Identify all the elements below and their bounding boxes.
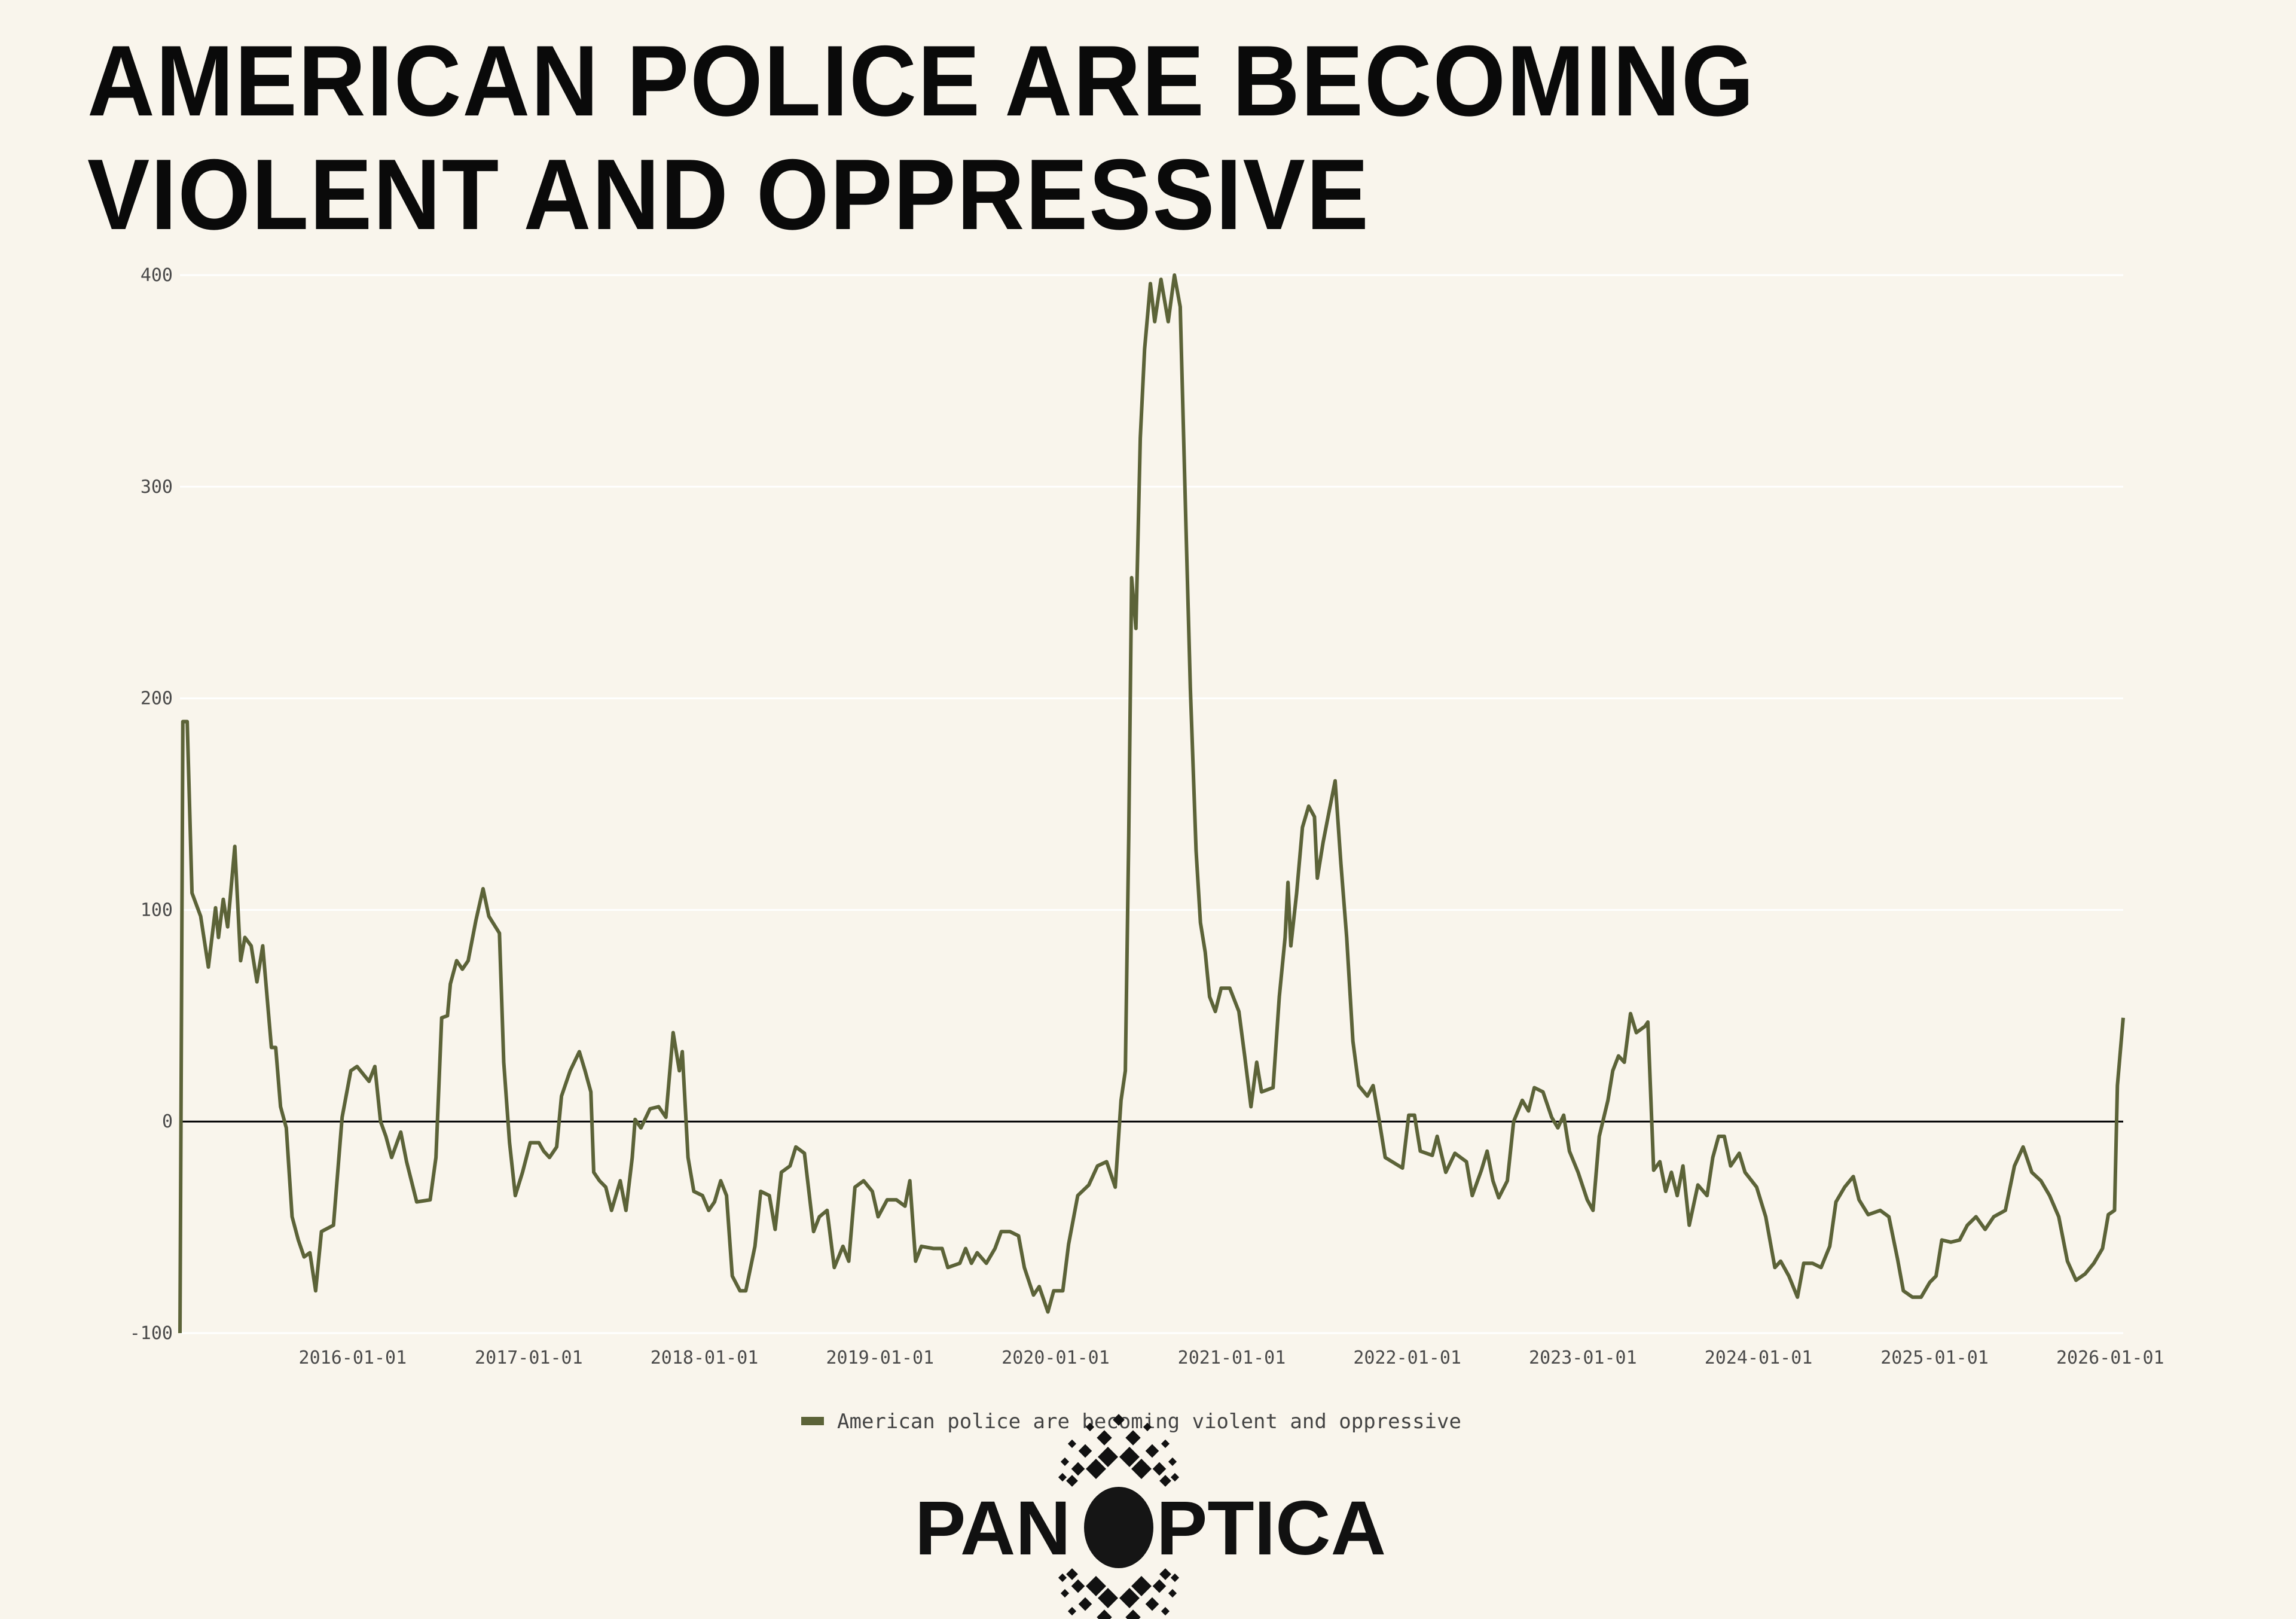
logo-diamond [1071,1462,1085,1476]
logo-diamond [1097,1609,1112,1619]
logo-diamond [1159,1475,1171,1487]
legend[interactable]: American police are becoming violent and… [801,1410,1461,1434]
logo-diamond [1170,1573,1180,1583]
logo-diamond [1161,1606,1170,1616]
y-axis-ticks: 400 300 200 100 0 -100 [130,265,173,1344]
x-axis-ticks: 2016-01-01 2017-01-01 2018-01-01 2019-01-01… [299,1347,2164,1368]
x-tick-label: 2025-01-01 [1880,1347,1989,1368]
chart-title-line-2: VIOLENT AND OPPRESSIVE [87,138,1370,251]
logo-diamond [1060,1457,1070,1466]
gridlines [180,274,2123,1334]
logo-eye-icon [1084,1487,1153,1568]
x-tick-label: 2022-01-01 [1353,1347,1461,1368]
logo-text-left: PAN [915,1486,1071,1571]
legend-swatch [801,1417,824,1425]
logo-diamond [1161,1439,1170,1449]
x-tick-label: 2017-01-01 [475,1347,583,1368]
y-tick-label: 300 [141,477,173,498]
x-tick-label: 2021-01-01 [1178,1347,1286,1368]
logo-text-right: PTICA [1156,1486,1386,1571]
x-tick-label: 2018-01-01 [651,1347,759,1368]
x-tick-label: 2020-01-01 [1002,1347,1110,1368]
x-tick-label: 2023-01-01 [1529,1347,1637,1368]
logo-diamond [1170,1472,1180,1482]
logo-diamond [1066,1475,1078,1487]
logo-diamond [1060,1588,1070,1598]
chart-title: AMERICAN POLICE ARE BECOMING VIOLENT AND… [87,24,1755,251]
logo-diamond [1078,1597,1092,1611]
panoptica-logo: PAN PTICA [915,1414,1386,1619]
x-tick-label: 2026-01-01 [2056,1347,2164,1368]
y-tick-label: -100 [130,1323,173,1344]
logo-diamond [1125,1609,1141,1619]
logo-diamond [1168,1457,1177,1466]
x-tick-label: 2024-01-01 [1705,1347,1813,1368]
y-tick-label: 0 [162,1111,173,1132]
logo-diamond [1113,1414,1125,1426]
logo-diamond [1071,1579,1085,1593]
y-tick-label: 200 [141,688,173,709]
x-tick-label: 2016-01-01 [299,1347,407,1368]
logo-diamond [1066,1568,1078,1580]
logo-diamond [1078,1444,1092,1458]
series-line [178,273,2125,1334]
x-tick-label: 2019-01-01 [826,1347,934,1368]
legend-label: American police are becoming violent and… [837,1410,1461,1434]
logo-diamond [1067,1439,1077,1449]
chart-title-line-1: AMERICAN POLICE ARE BECOMING [87,25,1755,137]
logo-diamond [1145,1597,1159,1611]
logo-diamond [1058,1573,1067,1583]
logo-diamond [1067,1606,1077,1616]
y-tick-label: 400 [141,265,173,286]
logo-diamond [1152,1462,1167,1476]
logo-diamond [1145,1444,1159,1458]
logo-diamond [1152,1579,1167,1593]
logo-diamond [1058,1472,1067,1482]
y-tick-label: 100 [141,900,173,920]
logo-diamond [1168,1588,1177,1598]
logo-diamond [1159,1568,1171,1580]
